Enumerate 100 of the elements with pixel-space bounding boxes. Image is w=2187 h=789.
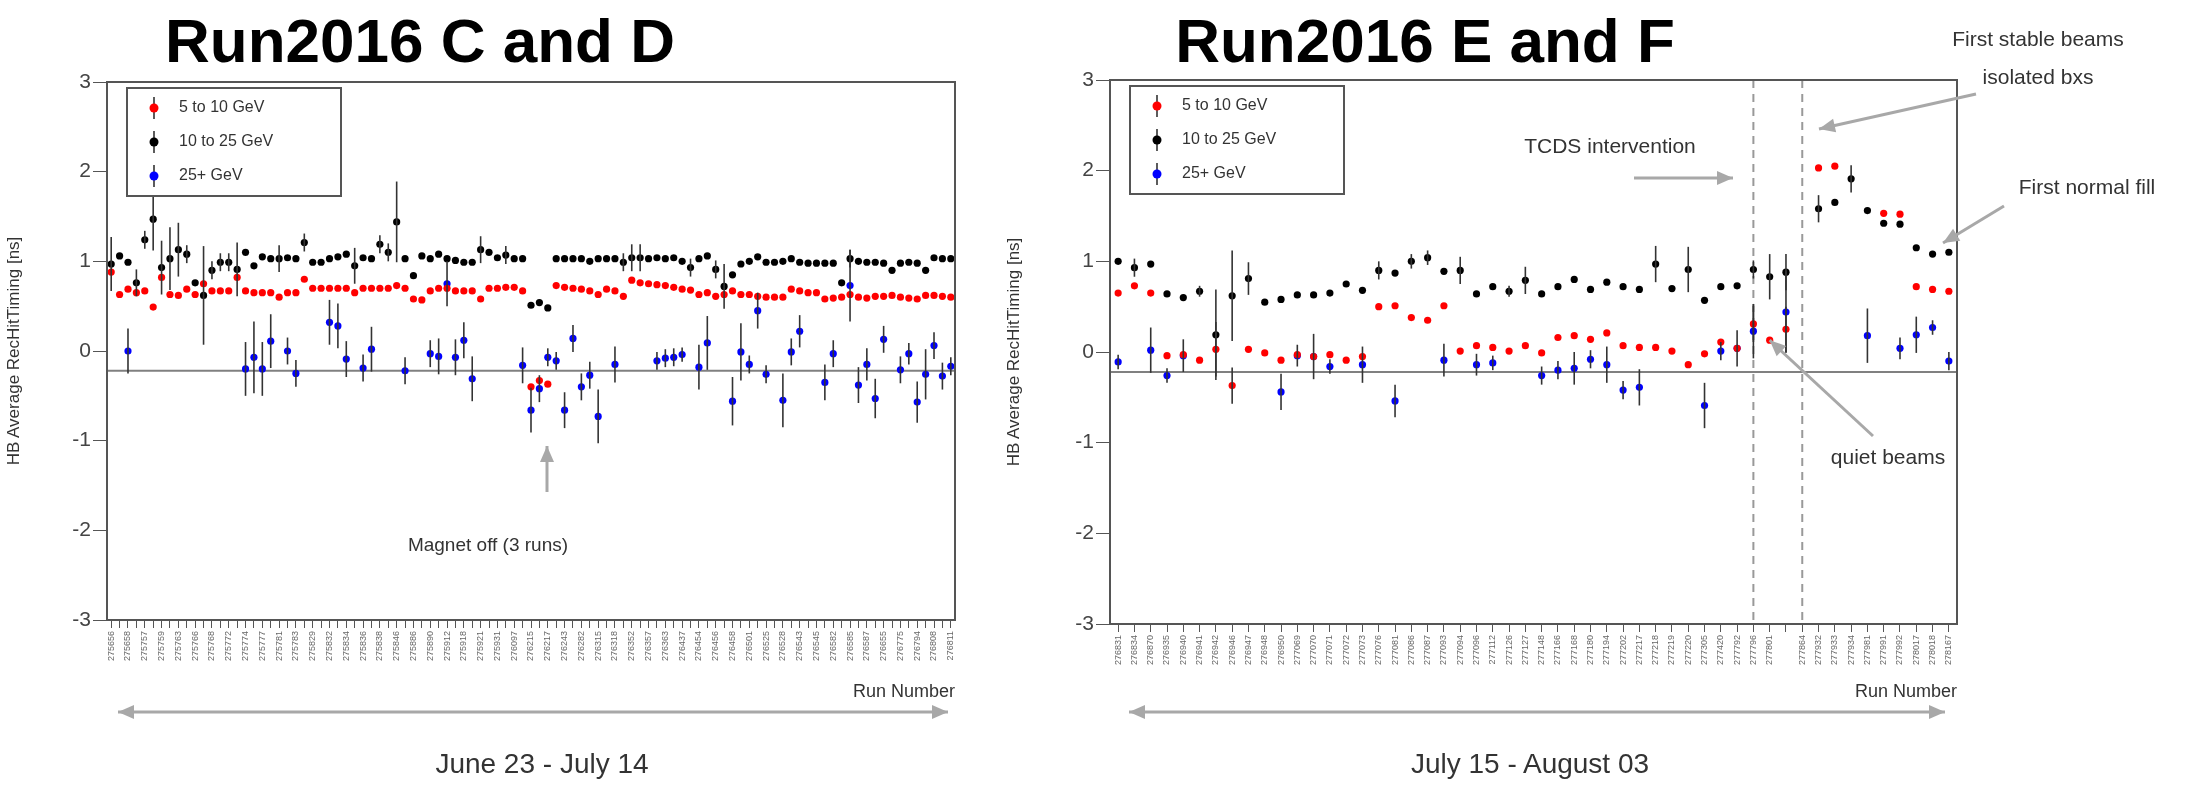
x-tick-label: 275777 (256, 631, 267, 662)
x-tick-label: 276947 (1242, 635, 1253, 666)
y-tick-label: 0 (1082, 338, 1094, 362)
chart-title: Run2016 C and D (165, 4, 675, 76)
x-tick-label: 277864 (1796, 635, 1807, 666)
x-tick-label: 276363 (659, 631, 670, 662)
x-tick-label: 277220 (1682, 635, 1693, 666)
x-tick-label: 277933 (1829, 635, 1840, 666)
x-tick-label: 277796 (1747, 635, 1758, 666)
x-tick-label: 277202 (1617, 635, 1628, 666)
x-axis-title: Run Number (852, 681, 955, 702)
x-tick-label: 276941 (1194, 635, 1205, 666)
x-tick-label: 277087 (1422, 635, 1433, 666)
x-tick-label: 276585 (844, 631, 855, 662)
y-axis-title: HB Average RecHitTiming [ns] (1003, 237, 1023, 467)
y-axis-title: HB Average RecHitTiming [ns] (3, 236, 23, 466)
x-tick-label: 275838 (374, 631, 385, 662)
x-tick-label: 275781 (273, 631, 284, 662)
x-tick-label: 277073 (1356, 635, 1367, 666)
text: July 15 - August 03 (1410, 748, 1650, 780)
x-axis-title: Run Number (1854, 681, 1957, 702)
y-tick-label: -1 (1075, 429, 1094, 453)
x-tick-label: 277166 (1552, 635, 1563, 666)
x-tick-label: 276097 (508, 631, 519, 662)
x-tick-label: 277194 (1601, 635, 1612, 666)
x-tick-label: 276525 (760, 631, 771, 662)
x-tick-label: 275759 (156, 631, 167, 662)
x-tick-label: 277217 (1633, 635, 1644, 666)
x-tick-label: 276456 (710, 631, 721, 662)
y-tick-label: 3 (1082, 66, 1094, 90)
annotation: quiet beams (1830, 445, 1946, 469)
x-tick-label: 277069 (1291, 635, 1302, 666)
x-tick-label: 277991 (1878, 635, 1889, 666)
legend-label: 5 to 10 GeV (179, 98, 265, 116)
x-tick-label: 276243 (559, 631, 570, 662)
x-tick-label: 276942 (1210, 635, 1221, 666)
x-tick-label: 276870 (1145, 635, 1156, 666)
y-tick-label: -2 (72, 517, 91, 541)
x-tick-label: 276794 (911, 631, 922, 662)
x-tick-label: 275846 (391, 631, 402, 662)
x-tick-label: 276808 (928, 631, 939, 662)
y-tick-label: 2 (79, 158, 91, 182)
x-tick-label: 276282 (575, 631, 586, 662)
x-tick-label: 276215 (525, 631, 536, 662)
x-tick-label: 275886 (407, 631, 418, 662)
y-tick-label: 1 (79, 248, 91, 272)
x-tick-label: 276582 (827, 631, 838, 662)
x-tick-label: 275836 (357, 631, 368, 662)
legend-label: 5 to 10 GeV (1182, 96, 1268, 114)
x-tick-label: 277071 (1324, 635, 1335, 666)
x-tick-label: 276357 (643, 631, 654, 662)
x-tick-label: 276935 (1161, 635, 1172, 666)
x-tick-label: 277096 (1470, 635, 1481, 666)
x-tick-label: 275912 (441, 631, 452, 662)
x-tick-label: 277112 (1487, 635, 1498, 665)
x-tick-label: 275832 (323, 631, 334, 662)
x-tick-label: 275768 (206, 631, 217, 662)
x-tick-label: 275829 (307, 631, 318, 662)
chart-title: Run2016 E and F (1175, 4, 1675, 76)
x-tick-label: 277126 (1503, 635, 1514, 666)
x-tick-label: 277093 (1438, 635, 1449, 666)
y-tick-label: 2 (1082, 157, 1094, 181)
x-tick-label: 275834 (340, 631, 351, 662)
x-tick-label: 277072 (1340, 635, 1351, 666)
legend-label: 10 to 25 GeV (1182, 130, 1277, 148)
x-tick-label: 277070 (1308, 635, 1319, 666)
y-tick-label: -3 (72, 606, 91, 630)
x-tick-label: 277081 (1389, 635, 1400, 666)
x-tick-label: 277127 (1519, 635, 1530, 666)
x-tick-label: 276775 (894, 631, 905, 662)
x-tick-label: 277934 (1845, 635, 1856, 666)
x-tick-label: 277792 (1731, 635, 1742, 666)
y-tick-label: 3 (79, 68, 91, 92)
x-tick-label: 277992 (1894, 635, 1905, 666)
legend-label: 10 to 25 GeV (179, 132, 274, 150)
x-tick-label: 276352 (626, 631, 637, 662)
x-tick-label: 275757 (139, 631, 150, 662)
x-tick-label: 276454 (693, 631, 704, 662)
x-tick-label: 275774 (240, 631, 251, 662)
x-tick-label: 277305 (1699, 635, 1710, 666)
x-tick-label: 277420 (1715, 635, 1726, 666)
x-tick-label: 276315 (592, 631, 603, 662)
x-tick-label: 276834 (1128, 635, 1139, 666)
legend-label: 25+ GeV (179, 166, 243, 184)
x-tick-label: 276528 (777, 631, 788, 662)
x-tick-label: 276811 (945, 631, 956, 661)
y-tick-label: -1 (72, 427, 91, 451)
x-tick-label: 276950 (1275, 635, 1286, 666)
x-tick-label: 275658 (122, 631, 133, 662)
x-tick-label: 277076 (1373, 635, 1384, 666)
x-tick-label: 276501 (743, 631, 754, 662)
annotation: TCDS intervention (1524, 134, 1696, 158)
x-tick-label: 276318 (609, 631, 620, 662)
x-tick-label: 276948 (1259, 635, 1270, 666)
x-tick-label: 275783 (290, 631, 301, 662)
y-tick-label: -2 (1075, 520, 1094, 544)
x-tick-label: 276655 (878, 631, 889, 662)
y-tick-label: 1 (1082, 248, 1094, 272)
x-tick-label: 276543 (794, 631, 805, 662)
text: First normal fill (2018, 175, 2156, 199)
